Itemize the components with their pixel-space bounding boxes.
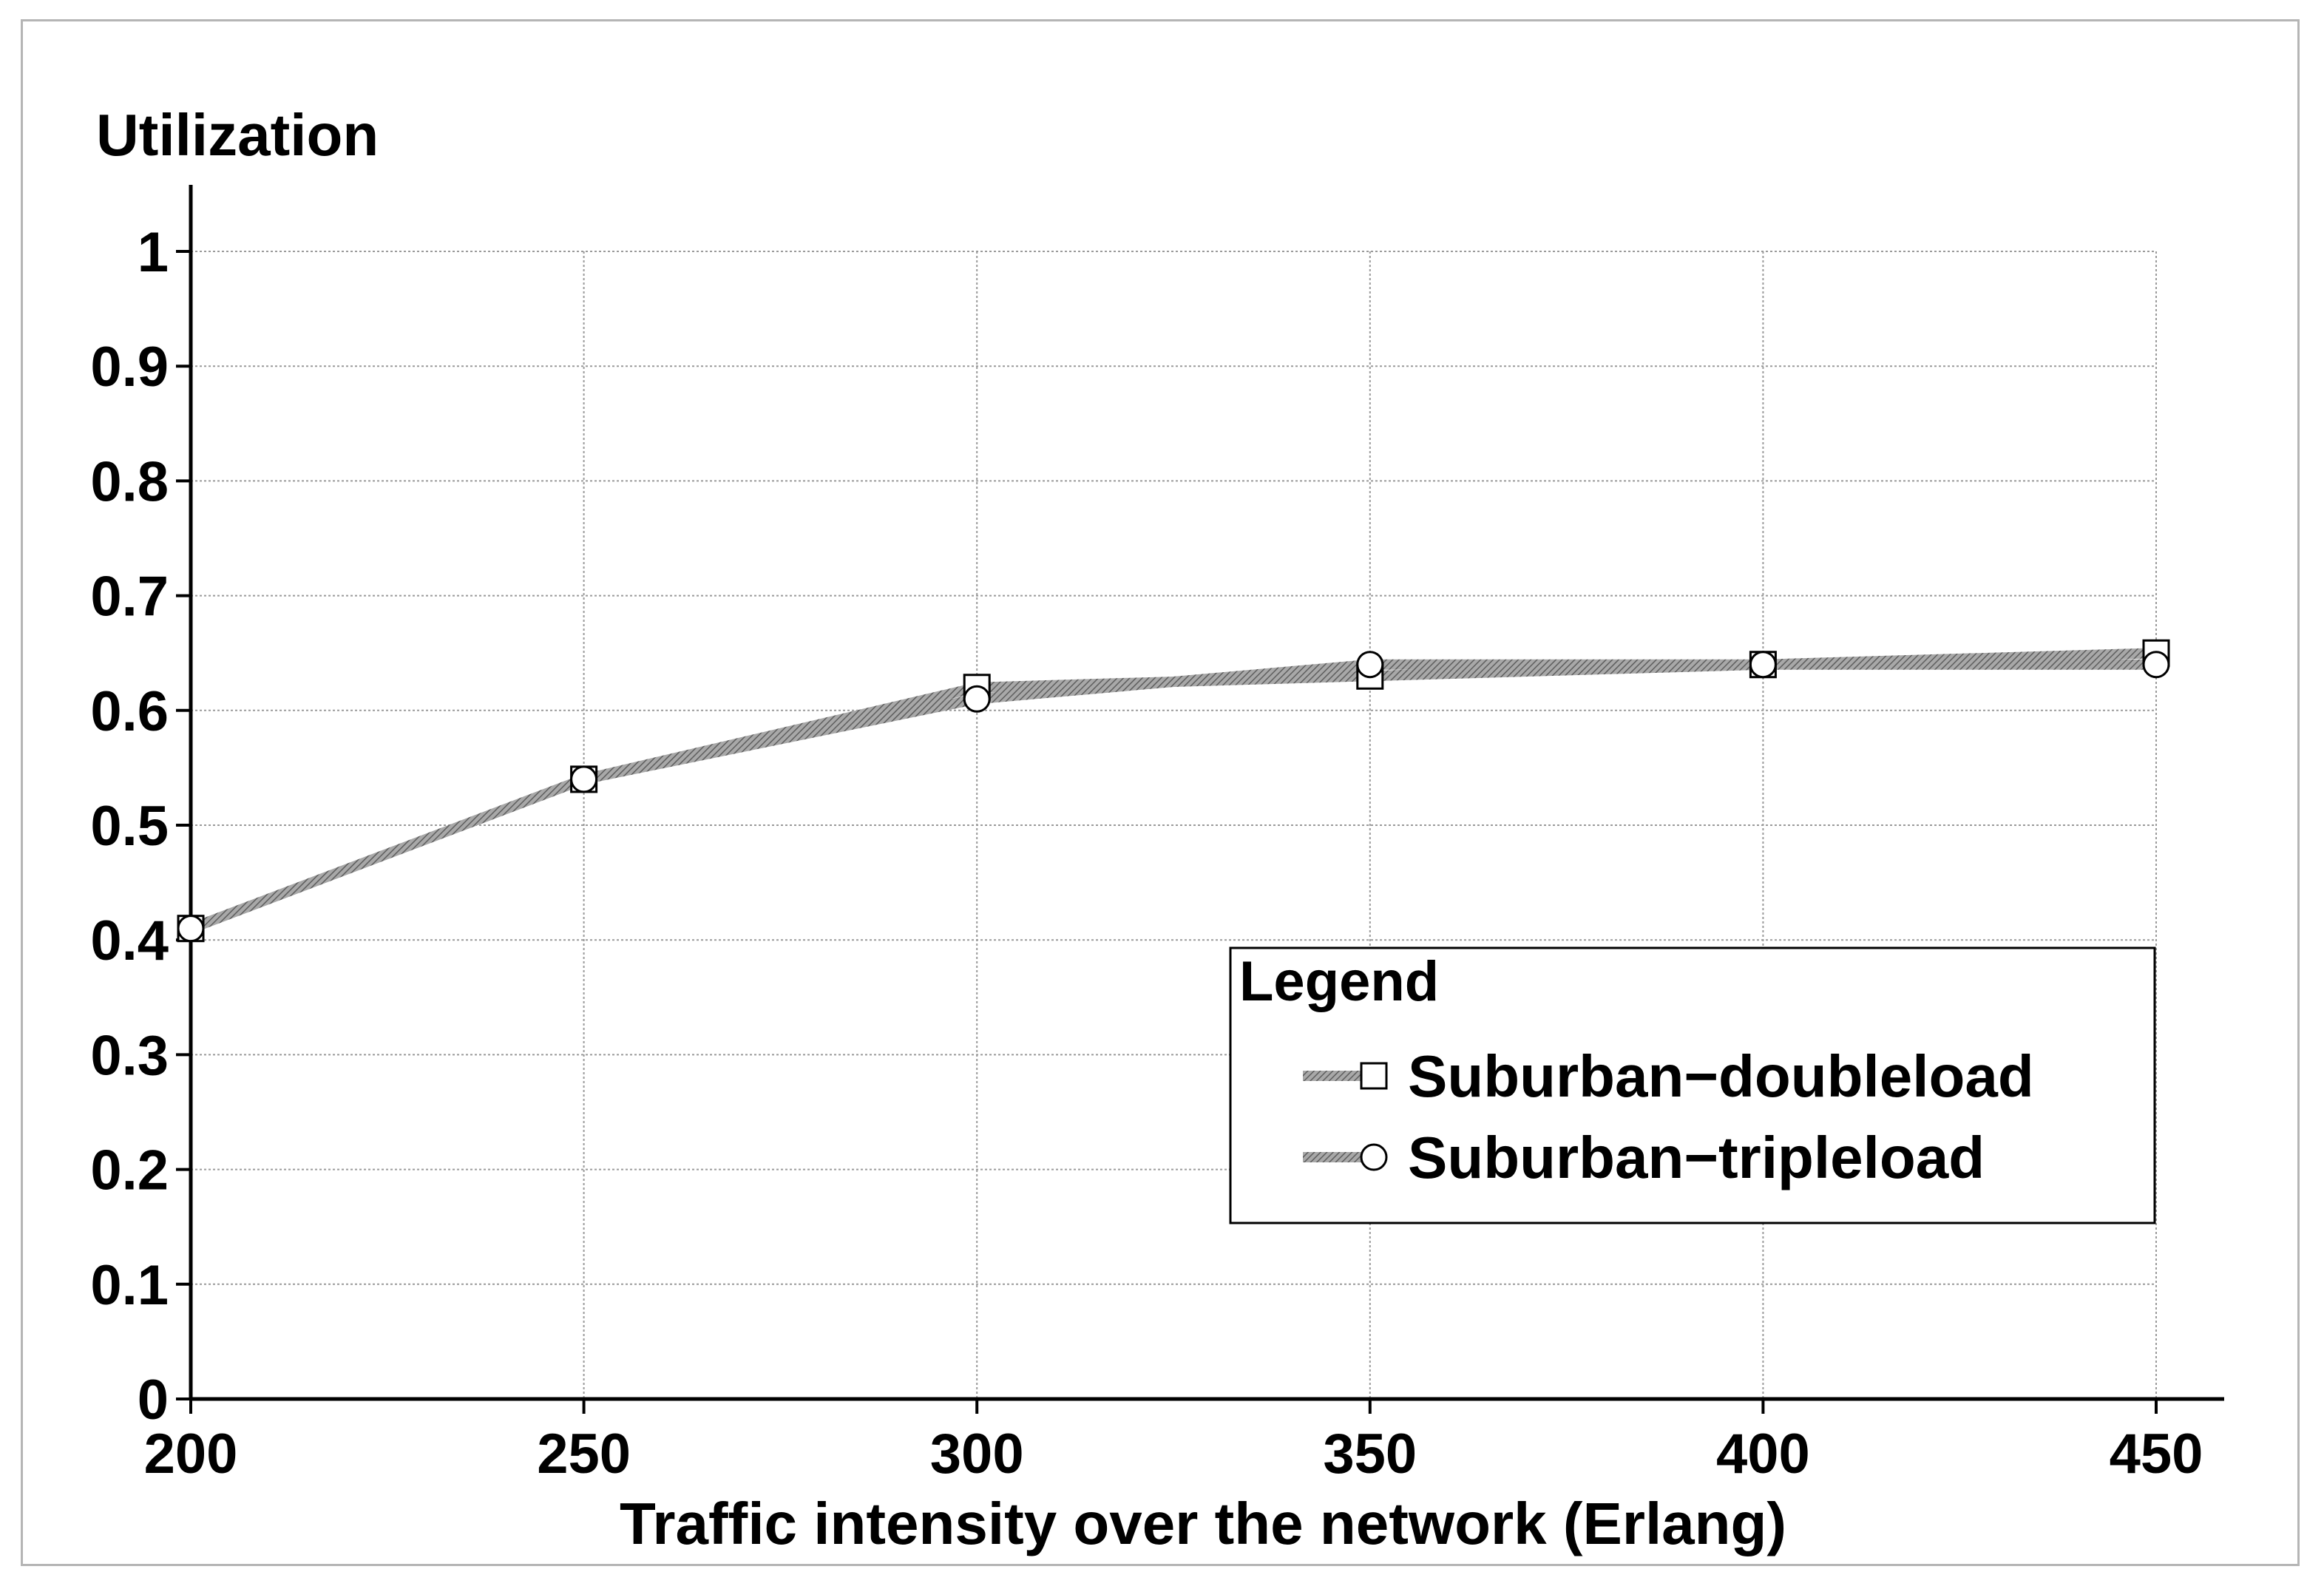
x-tick-label: 250	[537, 1423, 631, 1485]
x-axis-title: Traffic intensity over the network (Erla…	[620, 1491, 1786, 1556]
y-tick-label: 0.9	[90, 336, 169, 399]
chart-frame	[21, 19, 2300, 1566]
y-tick-label: 0.4	[90, 909, 169, 972]
y-tick-label: 0.1	[90, 1254, 169, 1317]
legend-title: Legend	[1239, 950, 1439, 1013]
x-tick-label: 300	[930, 1423, 1024, 1485]
x-tick-label: 200	[144, 1423, 238, 1485]
series-layer	[177, 639, 2170, 943]
circle-marker	[1360, 1143, 1388, 1171]
circle-marker	[177, 915, 205, 943]
series-line	[189, 648, 2157, 934]
axes	[176, 185, 2224, 1414]
y-tick-label: 0.7	[90, 566, 169, 629]
series-line	[189, 659, 2156, 934]
x-tick-label: 350	[1323, 1423, 1417, 1485]
circle-marker	[1356, 651, 1384, 679]
y-tick-label: 1	[138, 221, 169, 284]
y-tick-label: 0.5	[90, 795, 169, 858]
legend-label: Suburban−doubleload	[1408, 1043, 2034, 1109]
x-tick-label: 450	[2110, 1423, 2203, 1485]
y-tick-label: 0.2	[90, 1139, 169, 1202]
x-tick-label: 400	[1716, 1423, 1810, 1485]
circle-marker	[2142, 651, 2170, 679]
circle-marker	[1749, 651, 1777, 679]
square-marker	[1360, 1062, 1388, 1090]
legend-label: Suburban−tripleload	[1408, 1125, 1985, 1190]
y-tick-label: 0.3	[90, 1024, 169, 1087]
tick-labels: 0 0.1 0.2 0.3 0.4 0.5 0.6 0.7 0.8 0.9 1 200 250 300 35…	[90, 221, 2203, 1485]
circle-marker	[963, 685, 991, 713]
y-tick-label: 0	[138, 1369, 169, 1432]
legend: Legend Suburban−doubleload Suburban−tripl…	[1229, 946, 2156, 1224]
legend-items: Suburban−doubleload Suburban−tripleload	[1303, 1043, 2034, 1190]
circle-marker	[570, 765, 598, 793]
y-tick-label: 0.8	[90, 450, 169, 513]
y-axis-title: Utilization	[96, 102, 379, 168]
grid-lines	[191, 251, 2157, 1399]
y-tick-label: 0.6	[90, 680, 169, 743]
